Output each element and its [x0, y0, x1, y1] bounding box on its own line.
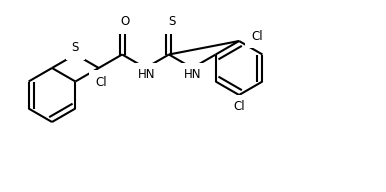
Text: S: S — [72, 41, 79, 54]
Text: HN: HN — [138, 69, 155, 81]
Text: Cl: Cl — [233, 100, 245, 113]
Text: Cl: Cl — [95, 75, 107, 89]
Text: HN: HN — [184, 69, 201, 81]
Text: S: S — [168, 15, 176, 28]
Text: O: O — [120, 15, 130, 28]
Text: Cl: Cl — [251, 30, 263, 42]
